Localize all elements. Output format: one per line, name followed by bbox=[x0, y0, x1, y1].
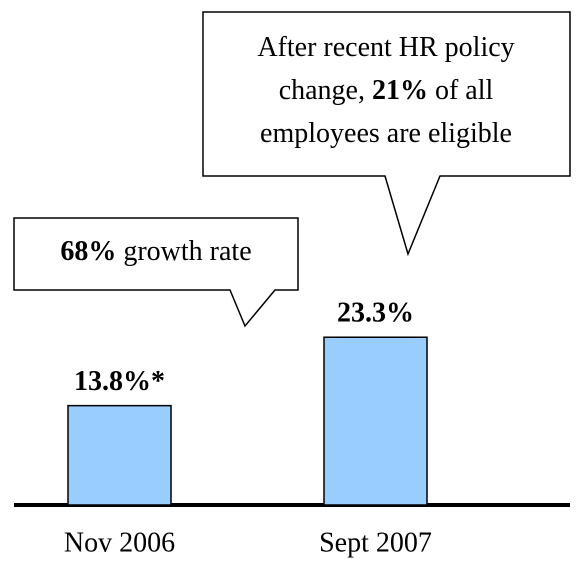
x-tick-label: Nov 2006 bbox=[64, 527, 175, 558]
annotation-text: of all bbox=[435, 75, 494, 106]
annotation: change, 21% of all bbox=[279, 75, 494, 106]
annotation-text: 68% bbox=[60, 236, 116, 267]
value-label: 23.3% bbox=[337, 298, 414, 329]
annotation-text: After recent HR policy bbox=[257, 32, 514, 63]
annotation-text: employees are eligible bbox=[260, 118, 512, 149]
callout-box bbox=[202, 11, 571, 257]
value-label: 13.8%* bbox=[74, 366, 165, 397]
annotation-text: 21% bbox=[372, 75, 428, 106]
bar bbox=[323, 336, 428, 506]
annotation: After recent HR policy bbox=[257, 32, 514, 63]
bar bbox=[67, 404, 172, 506]
annotation-text: growth rate bbox=[123, 236, 251, 267]
annotation: employees are eligible bbox=[260, 118, 512, 149]
annotation-text: change, bbox=[279, 75, 365, 106]
annotation: 68% growth rate bbox=[60, 236, 251, 267]
x-tick-label: Sept 2007 bbox=[319, 527, 432, 558]
callout-box bbox=[13, 217, 299, 328]
